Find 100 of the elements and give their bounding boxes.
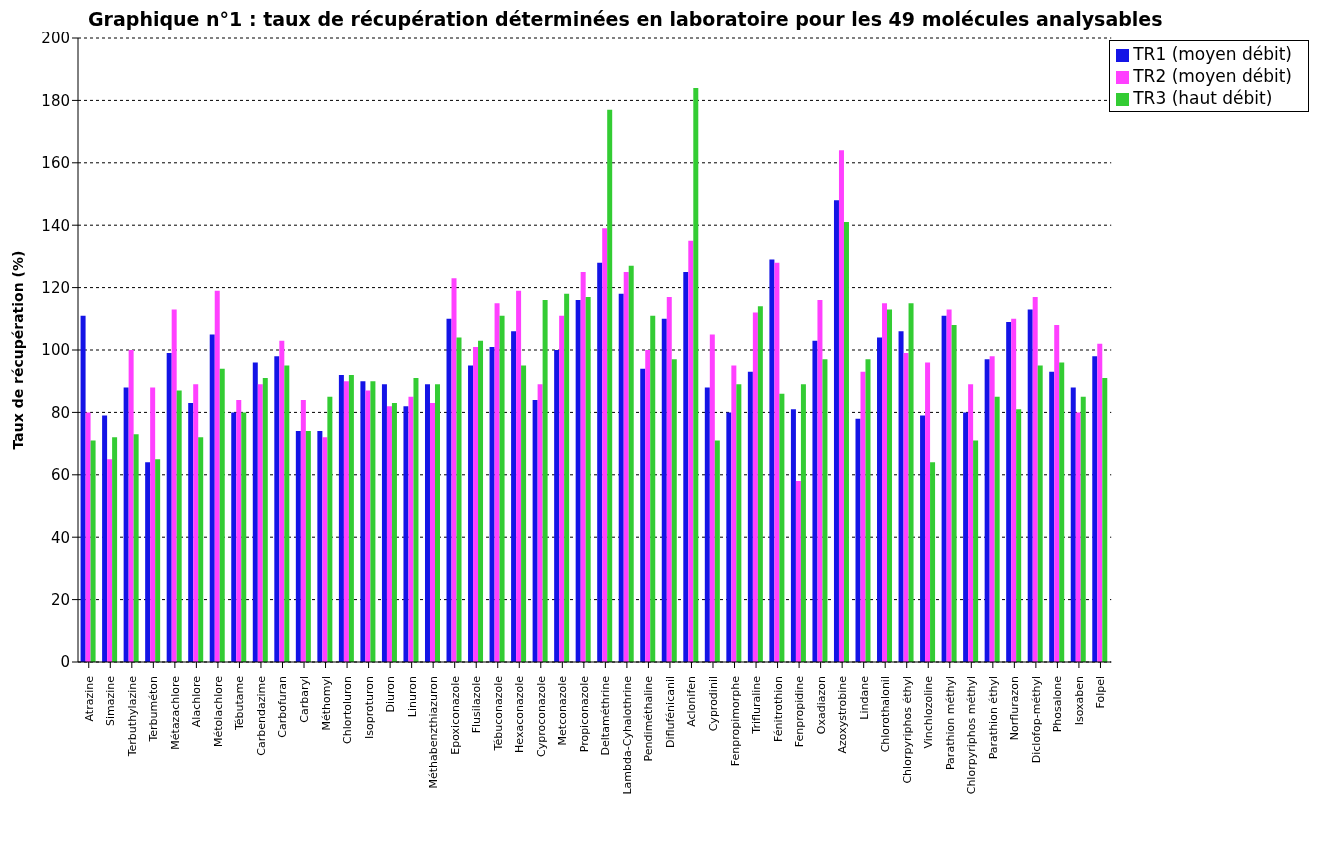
- bar: [1102, 378, 1108, 662]
- x-tick-label: Cyprodinil: [707, 676, 720, 732]
- bar: [521, 365, 527, 662]
- bar: [322, 437, 328, 662]
- bar: [688, 240, 694, 662]
- bar: [542, 300, 548, 662]
- bar: [252, 362, 258, 662]
- bar: [769, 259, 775, 662]
- bar: [994, 396, 1000, 662]
- x-tick-label: Lambda-Cyhalothrine: [620, 675, 634, 795]
- bar: [478, 340, 484, 662]
- bar: [930, 462, 936, 662]
- bar: [1011, 318, 1017, 662]
- bar: [908, 303, 914, 662]
- y-tick-label: 40: [50, 528, 70, 547]
- bar: [575, 300, 581, 662]
- x-tick-label: Lindane: [857, 675, 871, 720]
- x-tick-label: Diuron: [384, 675, 398, 713]
- bar: [365, 390, 371, 662]
- x-tick-label: Simazine: [104, 675, 118, 727]
- bar: [262, 378, 268, 662]
- legend-label: TR1 (moyen débit): [1133, 44, 1292, 64]
- x-tick-label: Carbaryl: [298, 676, 312, 723]
- x-tick-label: Chlorpyriphos méthyl: [965, 676, 979, 795]
- bar: [623, 272, 629, 662]
- bar: [408, 396, 414, 662]
- bar: [860, 371, 866, 662]
- bar: [779, 393, 785, 662]
- bar: [511, 331, 517, 662]
- bar: [554, 350, 560, 662]
- x-tick-label: Chlortoluron: [341, 675, 355, 745]
- x-tick-label: Tébuconazole: [491, 675, 505, 752]
- bar: [887, 309, 893, 662]
- bar: [102, 415, 108, 662]
- x-tick-label: Fenpropimorphe: [728, 675, 742, 767]
- bar: [1070, 387, 1076, 662]
- bar: [671, 359, 677, 662]
- bar: [516, 290, 522, 662]
- bar: [877, 337, 883, 662]
- bar: [757, 306, 763, 662]
- bar: [800, 384, 806, 662]
- bar: [650, 315, 656, 662]
- bar: [693, 87, 699, 662]
- bar: [188, 403, 194, 662]
- bar: [90, 440, 96, 662]
- bar: [231, 412, 237, 662]
- x-tick-label: Hexaconazole: [513, 675, 527, 753]
- bar: [666, 296, 672, 662]
- x-tick-label: Isoxaben: [1072, 675, 1086, 726]
- bar: [1049, 371, 1055, 662]
- bar: [1027, 309, 1033, 662]
- bar: [774, 262, 780, 662]
- bar: [338, 374, 344, 662]
- bar: [537, 384, 543, 662]
- bar: [731, 365, 737, 662]
- bar: [1059, 362, 1065, 662]
- y-tick-label: 200: [41, 29, 70, 48]
- bar: [176, 390, 182, 662]
- x-tick-label: Métolachlore: [211, 675, 225, 747]
- bar: [812, 340, 818, 662]
- x-tick-label: Oxadiazon: [814, 675, 828, 735]
- bar: [1097, 343, 1103, 662]
- bar: [107, 459, 113, 662]
- bar: [193, 384, 199, 662]
- bar: [348, 374, 354, 662]
- bar: [413, 378, 419, 662]
- bar: [219, 368, 225, 662]
- x-tick-label: Linuron: [405, 675, 419, 718]
- x-tick-label: Carbendazime: [254, 675, 268, 756]
- bar: [300, 399, 306, 662]
- x-tick-label: Méthomyl: [319, 676, 333, 731]
- x-tick-label: Flusilazole: [470, 675, 484, 734]
- bar: [155, 459, 161, 662]
- x-tick-label: Chlorpyriphos éthyl: [900, 676, 914, 784]
- y-tick-label: 100: [41, 341, 70, 360]
- bar: [327, 396, 333, 662]
- bar: [391, 403, 397, 662]
- y-tick-label: 160: [41, 154, 70, 173]
- bar: [343, 381, 349, 662]
- bar: [973, 440, 979, 662]
- y-tick-label: 80: [50, 403, 70, 422]
- bar: [145, 462, 151, 662]
- bar: [602, 228, 608, 662]
- x-tick-label: Azoxystrobine: [836, 675, 850, 754]
- x-tick-label: Aclonifen: [685, 675, 699, 727]
- bar: [968, 384, 974, 662]
- bar: [446, 318, 452, 662]
- x-tick-label: Metconazole: [556, 675, 570, 746]
- bar: [1006, 321, 1012, 662]
- bar: [963, 412, 969, 662]
- legend-label: TR3 (haut débit): [1133, 88, 1273, 108]
- bar: [128, 350, 134, 662]
- bar: [838, 150, 844, 662]
- bar: [473, 346, 479, 662]
- bar: [951, 325, 957, 662]
- bar: [795, 481, 801, 662]
- bar: [855, 418, 861, 662]
- y-tick-label: 140: [41, 216, 70, 235]
- legend-label: TR2 (moyen débit): [1133, 66, 1292, 86]
- bar: [946, 309, 952, 662]
